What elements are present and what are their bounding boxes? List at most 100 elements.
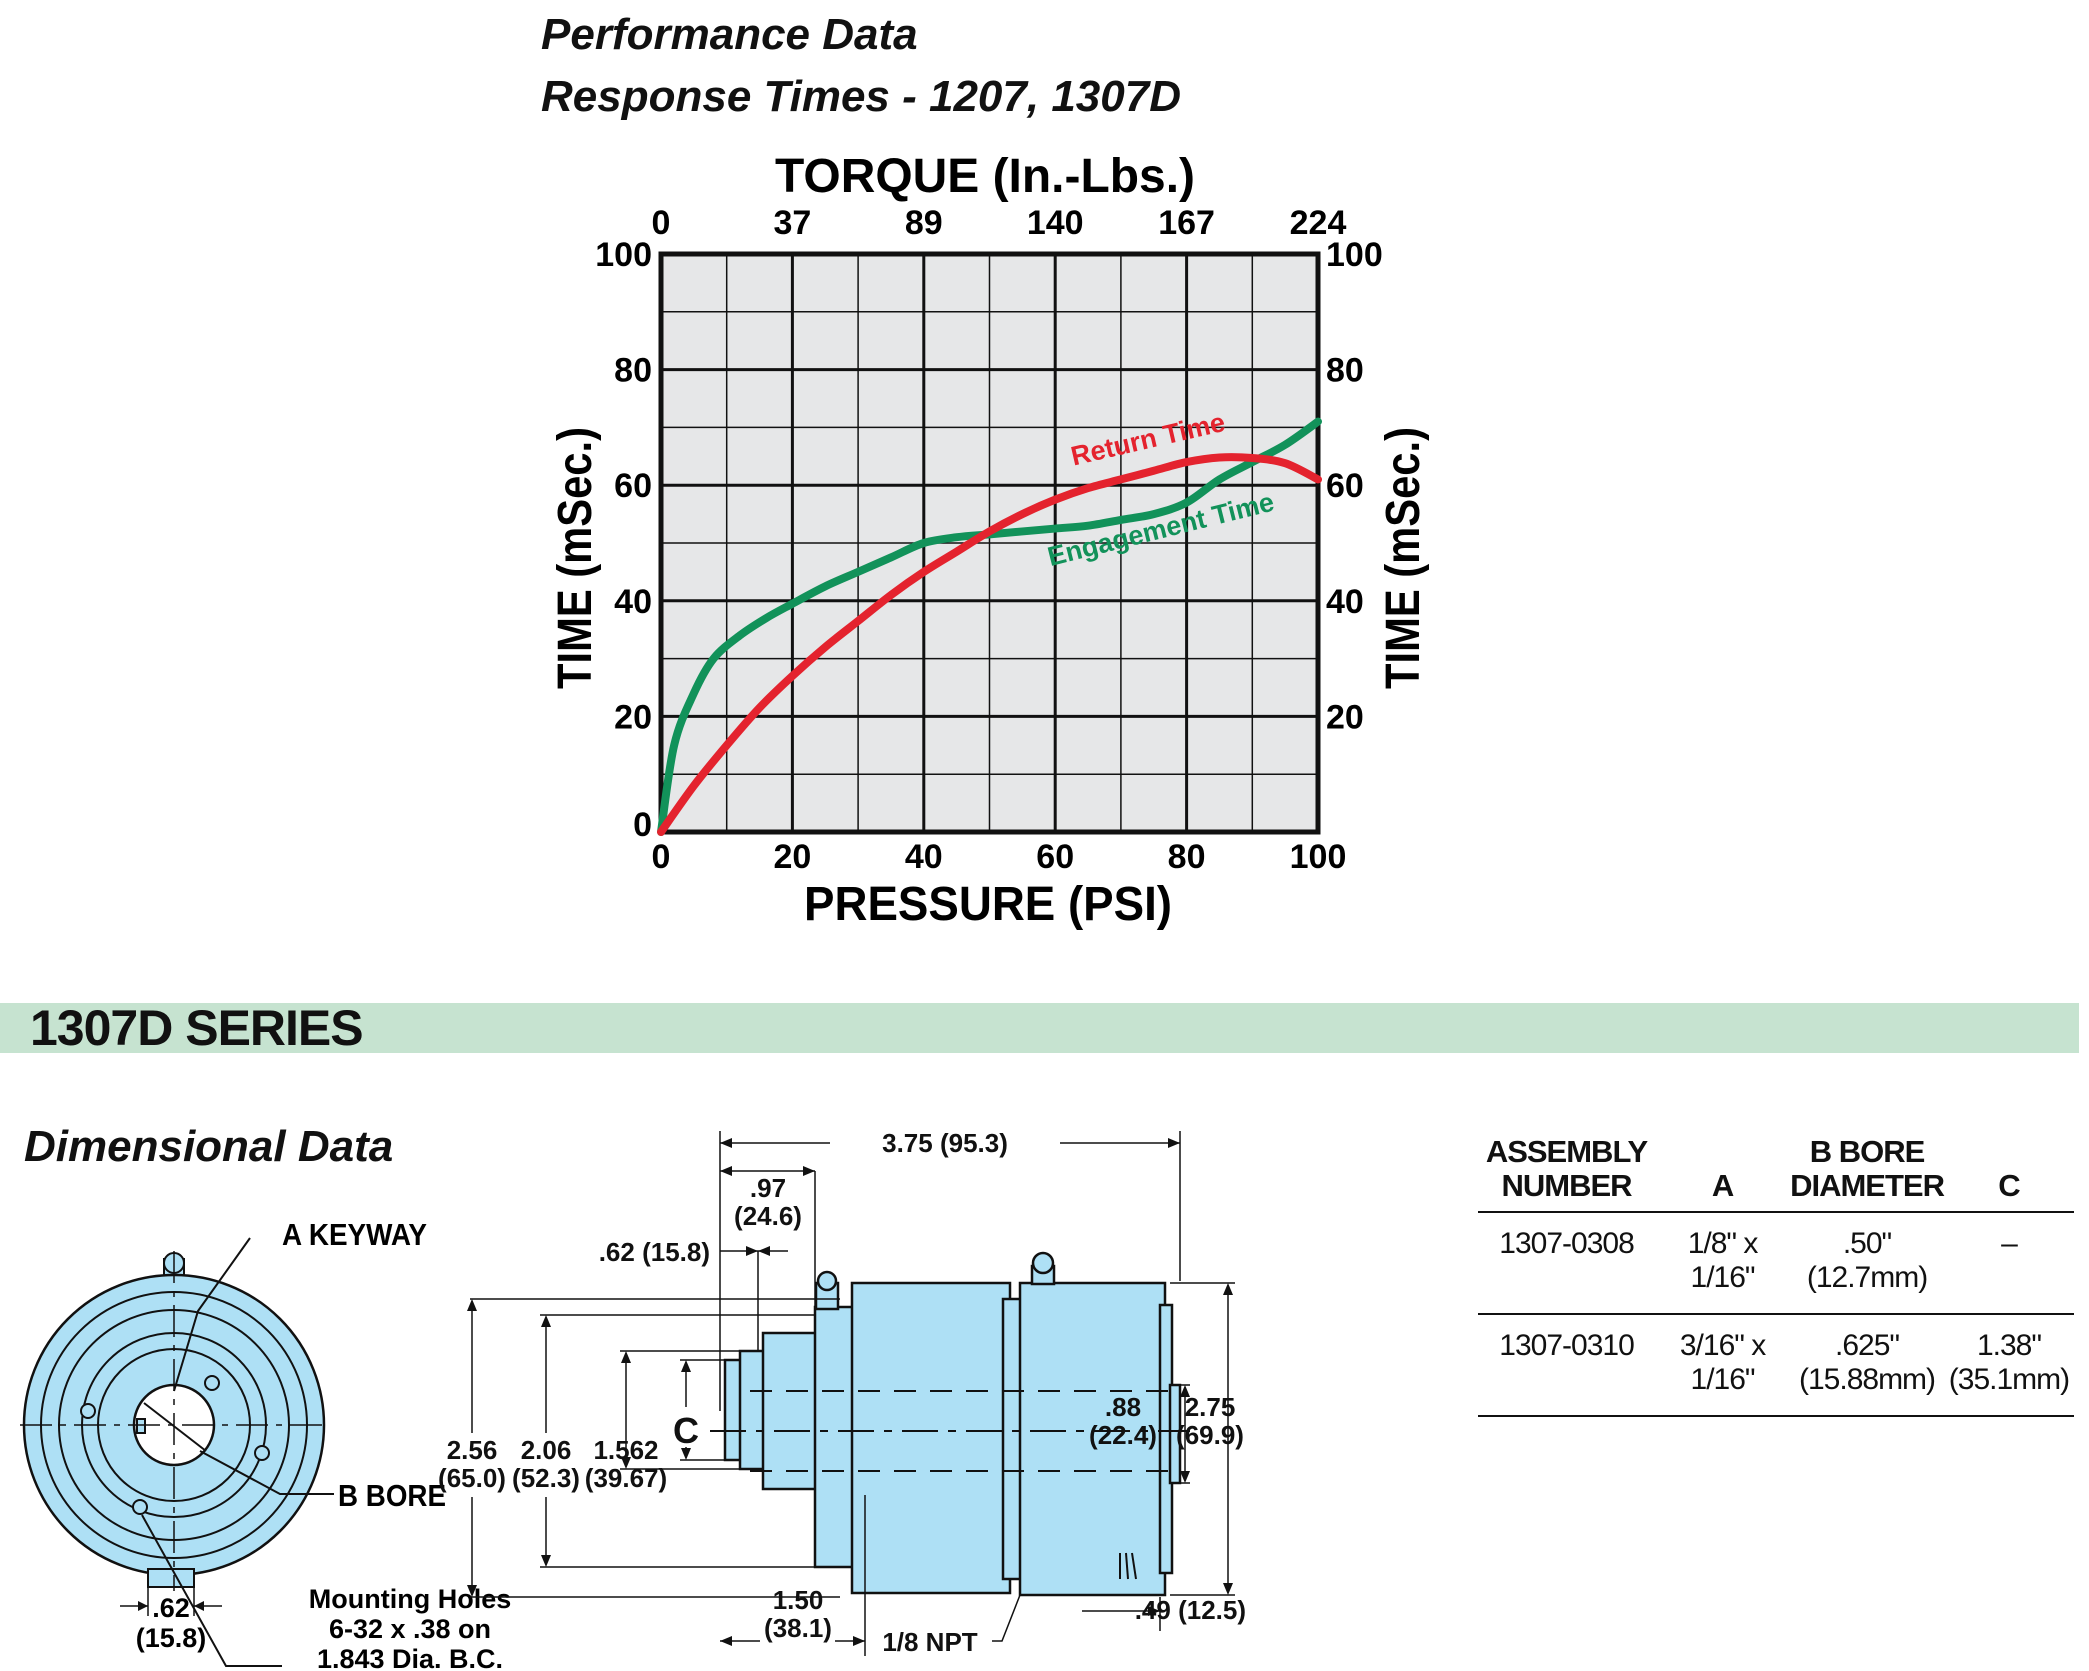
cell-c: –: [1943, 1212, 2074, 1315]
y-tick-label-left: 80: [614, 352, 652, 390]
top-tick-label: 224: [1290, 204, 1347, 242]
cell-c: 1.38" (35.1mm): [1943, 1314, 2074, 1417]
top-tick-label: 89: [905, 204, 943, 242]
dim-overall-length: 3.75 (95.3): [882, 1128, 1008, 1158]
dim-150-in: 1.50: [773, 1585, 824, 1615]
cell-bore-mm: (12.7mm): [1806, 1261, 1928, 1294]
plot-frame: [658, 251, 1321, 835]
x-tick-label: 0: [652, 838, 671, 876]
cell-c-in: –: [2001, 1227, 2018, 1260]
cell-bore-in: .625": [1835, 1329, 1900, 1362]
dim-097-in: .97: [750, 1173, 786, 1203]
top-axis-label: TORQUE (In.-Lbs.): [775, 150, 1195, 203]
cell-bore-in: .50": [1842, 1227, 1892, 1260]
header-bore-line1: B BORE: [1809, 1134, 1926, 1169]
header-assembly-line2: NUMBER: [1501, 1168, 1632, 1203]
header-assembly-number: ASSEMBLY NUMBER: [1478, 1134, 1656, 1213]
dim-150-mm: (38.1): [764, 1613, 832, 1643]
dim-088-in: .88: [1105, 1392, 1141, 1422]
y-tick-label-left: 60: [614, 467, 652, 505]
header-a-label: A: [1711, 1168, 1734, 1203]
y-tick-label-right: 60: [1326, 467, 1364, 505]
front-width-inches: .62: [152, 1593, 190, 1623]
y-tick-label-left: 100: [595, 236, 652, 274]
header-c-label: C: [1998, 1168, 2020, 1203]
dim-256-mm: (65.0): [438, 1463, 506, 1493]
side-cylinder: [1018, 1281, 1167, 1597]
mounting-holes-line3: 1.843 Dia. B.C.: [317, 1644, 503, 1671]
header-assembly-line1: ASSEMBLY: [1485, 1134, 1648, 1169]
front-tab: [147, 1568, 195, 1588]
x-tick-label: 60: [1036, 838, 1074, 876]
y-axis-label-right: TIME (mSec.): [1377, 427, 1430, 689]
y-tick-label-left: 20: [614, 698, 652, 736]
dim-049: .49 (12.5): [1135, 1595, 1246, 1625]
dim-206-mm: (52.3): [512, 1463, 580, 1493]
header-c: C: [1943, 1135, 2074, 1213]
cell-c-in: 1.38": [1976, 1329, 2042, 1362]
dim-062: .62 (15.8): [599, 1237, 710, 1267]
x-tick-label: 100: [1290, 838, 1347, 876]
assembly-table: ASSEMBLY NUMBER A B BORE DIAMETER C 1307…: [1478, 1135, 2074, 1417]
dim-1562-in: 1.562: [593, 1435, 658, 1465]
y-tick-label-left: 40: [614, 583, 652, 621]
series-lines: [657, 417, 1322, 836]
dimensional-title: Dimensional Data: [24, 1122, 394, 1171]
side-view-drawing: 3.75 (95.3) .97 (24.6) .62 (15.8) 2.56 (…: [438, 1128, 1246, 1657]
dim-275-in: 2.75: [1185, 1392, 1236, 1422]
return-time-line: [657, 453, 1322, 836]
header-a: A: [1655, 1135, 1791, 1213]
y-tick-label-left: 0: [633, 806, 652, 844]
top-tick-label: 140: [1027, 204, 1084, 242]
engagement-time-line: [657, 417, 1322, 836]
cell-bore-mm: (15.88mm): [1799, 1363, 1936, 1396]
b-bore-label: B BORE: [338, 1478, 446, 1513]
front-width-mm: (15.8): [136, 1623, 207, 1653]
mounting-hole: [254, 1445, 270, 1461]
y-tick-label-right: 40: [1326, 583, 1364, 621]
series-label: 1307D SERIES: [30, 1000, 364, 1056]
cell-assembly: 1307-0308: [1478, 1212, 1656, 1315]
table-row: 1307-0310 3/16" x 1/16" .625" (15.88mm) …: [1478, 1314, 2074, 1417]
dim-256-in: 2.56: [447, 1435, 498, 1465]
mounting-hole: [80, 1403, 96, 1419]
top-tick-label: 167: [1158, 204, 1215, 242]
y-tick-label-right: 20: [1326, 698, 1364, 736]
dim-1562-mm: (39.67): [585, 1463, 667, 1493]
x-tick-label: 80: [1168, 838, 1206, 876]
mounting-holes-line2: 6-32 x .38 on: [329, 1614, 491, 1644]
cell-bore: .50" (12.7mm): [1790, 1212, 1944, 1315]
x-tick-label: 40: [905, 838, 943, 876]
performance-title-line2: Response Times - 1207, 1307D: [541, 72, 1181, 121]
cell-assembly: 1307-0310: [1478, 1314, 1656, 1417]
dim-275-mm: (69.9): [1176, 1420, 1244, 1450]
dim-npt: 1/8 NPT: [882, 1627, 977, 1657]
performance-title: Performance Data Response Times - 1207, …: [541, 4, 1181, 128]
y-tick-label-right: 100: [1326, 236, 1383, 274]
dim-097-mm: (24.6): [734, 1201, 802, 1231]
x-tick-label: 20: [773, 838, 811, 876]
top-tick-label: 0: [652, 204, 671, 242]
cell-c-mm: (35.1mm): [1948, 1363, 2070, 1396]
a-keyway-label: A KEYWAY: [282, 1217, 427, 1252]
mounting-hole: [204, 1375, 220, 1391]
dim-088-mm: (22.4): [1089, 1420, 1157, 1450]
mounting-holes-line1: Mounting Holes: [309, 1584, 511, 1614]
cell-bore: .625" (15.88mm): [1790, 1314, 1944, 1417]
series-band: 1307D SERIES: [0, 1003, 2079, 1053]
front-keyway: [136, 1418, 146, 1434]
side-shaft-end: [1168, 1383, 1182, 1485]
performance-title-line1: Performance Data: [541, 10, 918, 59]
cell-a: 3/16" x 1/16": [1655, 1314, 1791, 1417]
front-view-drawing: A KEYWAY B BORE .62 (15.8) Mounting Hole…: [20, 1217, 511, 1671]
grid-lines: [661, 254, 1318, 832]
table-header-row: ASSEMBLY NUMBER A B BORE DIAMETER C: [1478, 1134, 2074, 1213]
cell-a: 1/8" x 1/16": [1655, 1212, 1791, 1315]
side-piston-housing: [850, 1281, 1012, 1595]
x-axis-label: PRESSURE (PSI): [804, 878, 1172, 931]
top-tick-label: 37: [773, 204, 811, 242]
dim-206-in: 2.06: [521, 1435, 572, 1465]
header-bore-line2: DIAMETER: [1790, 1168, 1945, 1203]
